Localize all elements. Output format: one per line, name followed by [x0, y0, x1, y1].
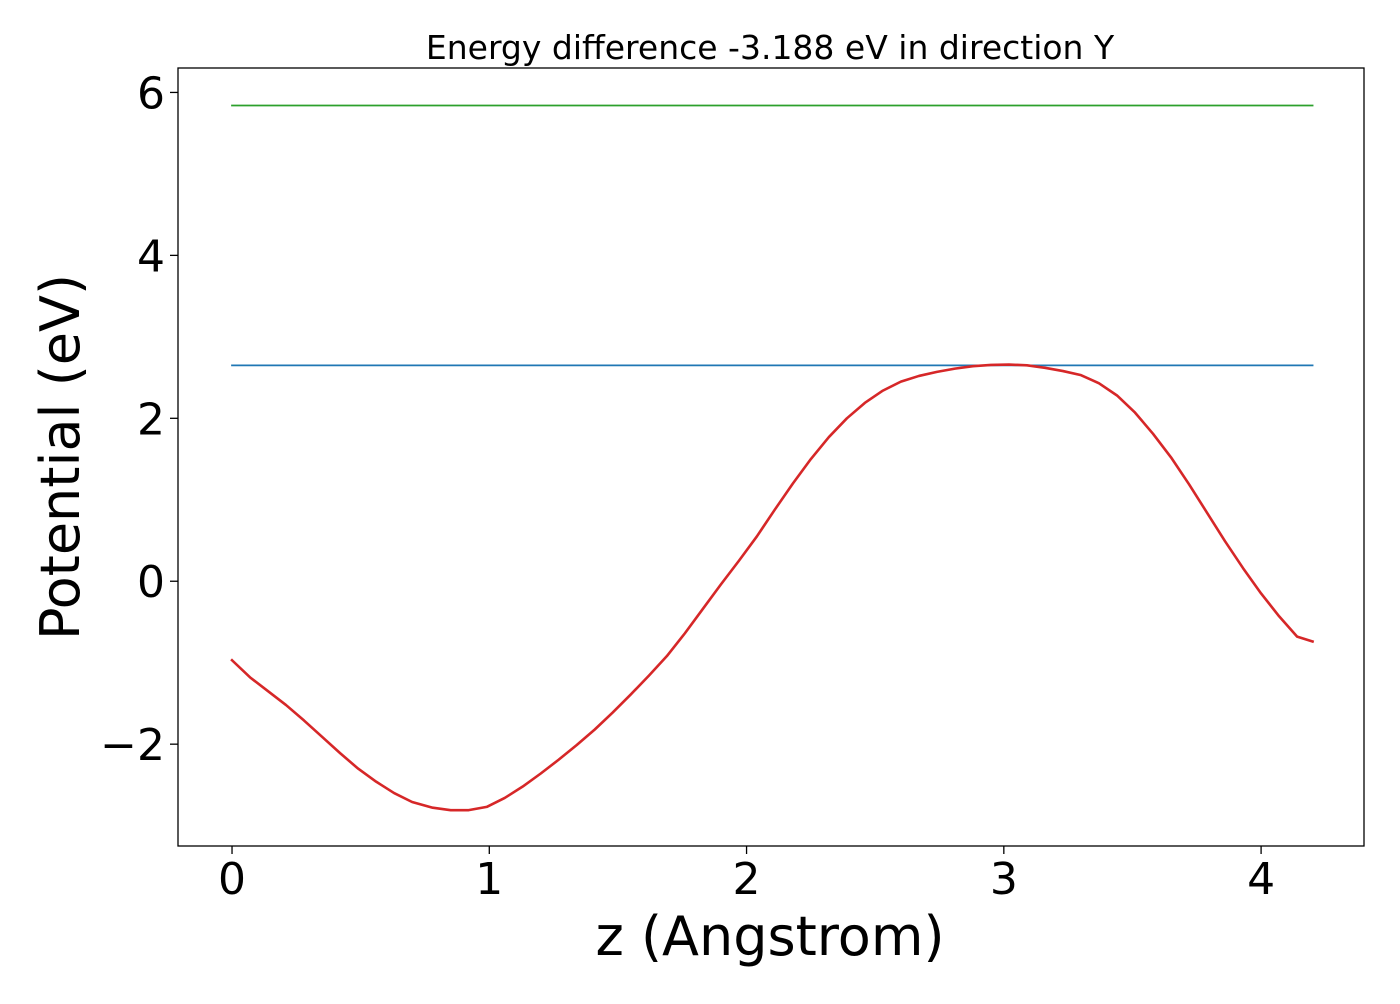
x-axis: 0 1 2 3 4 — [218, 846, 1275, 905]
x-tick-label: 0 — [218, 854, 246, 905]
plot-frame — [177, 67, 1365, 847]
y-tick-label: −2 — [100, 720, 165, 771]
chart-title: Energy difference -3.188 eV in direction… — [426, 28, 1115, 67]
y-tick-label: 2 — [137, 394, 165, 445]
y-tick-label: 0 — [137, 557, 165, 608]
y-axis-label: Potential (eV) — [29, 274, 92, 640]
x-tick-label: 4 — [1247, 854, 1275, 905]
x-tick-label: 1 — [475, 854, 503, 905]
y-axis: −2 0 2 4 6 — [100, 68, 178, 771]
x-axis-label: z (Angstrom) — [595, 905, 944, 968]
x-tick-label: 2 — [733, 854, 761, 905]
x-tick-label: 3 — [990, 854, 1018, 905]
series-line-red-potential-curve — [230, 363, 1315, 812]
y-tick-label: 6 — [137, 68, 165, 119]
plot-area — [230, 104, 1315, 812]
y-tick-label: 4 — [137, 231, 165, 282]
